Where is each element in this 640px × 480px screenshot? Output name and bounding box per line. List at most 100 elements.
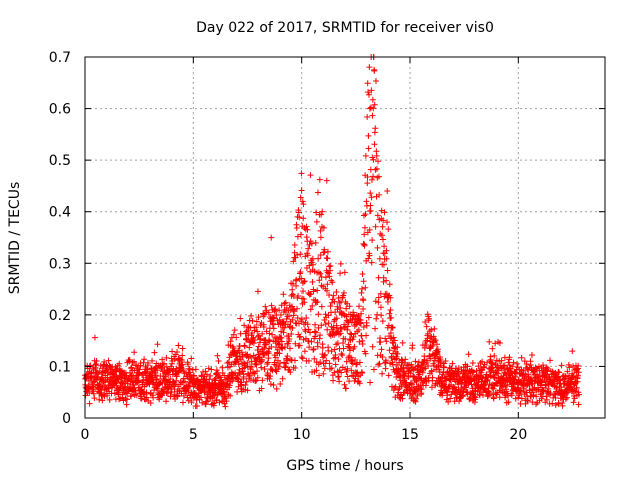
data-point (365, 91, 372, 98)
data-point (365, 255, 372, 262)
data-point (353, 361, 360, 368)
data-point (141, 356, 148, 363)
data-point (373, 165, 380, 172)
data-point (566, 364, 573, 371)
data-point (510, 359, 517, 366)
data-point (422, 382, 429, 389)
data-point (325, 270, 332, 277)
data-point (294, 251, 301, 258)
data-point (378, 346, 385, 353)
data-point (322, 311, 329, 318)
data-point (319, 208, 326, 215)
data-point (360, 297, 367, 304)
data-point (265, 337, 272, 344)
data-point (298, 275, 305, 282)
data-point (517, 387, 524, 394)
data-point (433, 341, 440, 348)
data-point (128, 364, 135, 371)
data-point (243, 378, 250, 385)
y-tick-label: 0.6 (49, 102, 71, 118)
data-point (572, 388, 579, 395)
y-tick-label: 0.2 (49, 308, 71, 324)
data-point (512, 369, 519, 376)
data-point (442, 357, 449, 364)
data-point (249, 317, 256, 324)
data-point (179, 352, 186, 359)
data-point (324, 281, 331, 288)
data-point (394, 350, 401, 357)
data-point (253, 318, 260, 325)
data-point (89, 379, 96, 386)
data-point (270, 381, 277, 388)
data-point (207, 372, 214, 379)
data-point (309, 302, 316, 309)
data-point (314, 299, 321, 306)
data-point (319, 344, 326, 351)
data-point (215, 358, 222, 365)
data-point (354, 360, 361, 367)
data-point (410, 372, 417, 379)
data-point (333, 288, 340, 295)
data-point (314, 189, 321, 196)
data-point (356, 359, 363, 366)
data-point (518, 354, 525, 361)
data-point (383, 247, 390, 254)
data-point (563, 394, 570, 401)
data-point (437, 356, 444, 363)
data-point (320, 224, 327, 231)
data-point (290, 258, 297, 265)
data-point (175, 342, 182, 349)
data-point (549, 400, 556, 407)
data-point (340, 345, 347, 352)
data-point (174, 392, 181, 399)
data-point (366, 105, 373, 112)
data-point (253, 377, 260, 384)
data-point (379, 223, 386, 230)
data-point (300, 215, 307, 222)
data-point (391, 337, 398, 344)
data-point (192, 366, 199, 373)
data-point (307, 306, 314, 313)
data-point (409, 342, 416, 349)
data-point (484, 393, 491, 400)
data-point (248, 312, 255, 319)
data-point (91, 395, 98, 402)
data-point (337, 330, 344, 337)
data-point (369, 112, 376, 119)
data-point (343, 305, 350, 312)
data-point (257, 335, 264, 342)
data-point (216, 399, 223, 406)
data-point (188, 355, 195, 362)
data-point (338, 369, 345, 376)
data-point (272, 305, 279, 312)
data-point (368, 194, 375, 201)
data-point (379, 318, 386, 325)
data-point (316, 372, 323, 379)
data-point (321, 351, 328, 358)
data-point (362, 284, 369, 291)
data-point (289, 325, 296, 332)
data-point (230, 345, 237, 352)
data-point (372, 325, 379, 332)
data-point (309, 255, 316, 262)
data-point (366, 252, 373, 259)
data-point (368, 176, 375, 183)
data-point (374, 212, 381, 219)
data-point (291, 242, 298, 249)
data-point (309, 279, 316, 286)
data-point (505, 392, 512, 399)
data-point (378, 232, 385, 239)
data-point (99, 365, 106, 372)
data-point (323, 357, 330, 364)
data-point (289, 316, 296, 323)
data-point (469, 369, 476, 376)
data-point (369, 96, 376, 103)
data-point (307, 172, 314, 179)
data-point (443, 377, 450, 384)
data-point (301, 299, 308, 306)
data-point (174, 348, 181, 355)
data-point (223, 398, 230, 405)
data-point (297, 251, 304, 258)
data-point (178, 364, 185, 371)
data-point (570, 373, 577, 380)
